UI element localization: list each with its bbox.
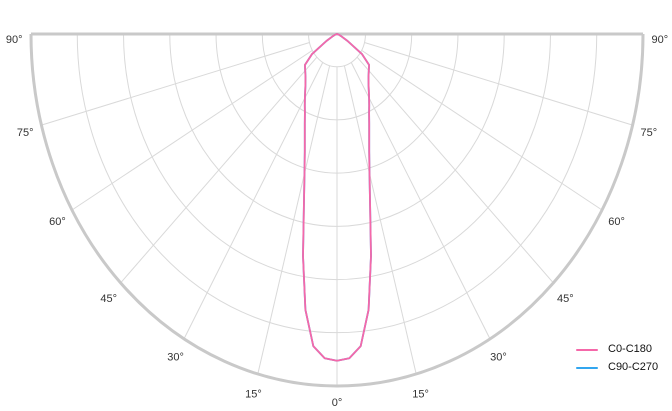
angle-tick-label: 30° [490,352,507,364]
angle-tick-label: 45° [557,293,574,305]
legend-label-c90-c270: C90-C270 [608,361,659,373]
grid-spoke [361,49,603,211]
legend-label-c0-c180: C0-C180 [608,343,653,355]
angle-tick-label: 15° [245,389,262,401]
grid-spoke [356,56,554,284]
angle-tick-label: 60° [608,216,625,228]
grid-spoke [183,62,324,340]
legend-item-c0-c180[interactable]: C0-C180 [576,343,658,356]
grid-spoke [71,49,313,211]
angle-tick-label: 60° [49,216,66,228]
angle-tick-label: 30° [167,352,184,364]
angle-tick-label: 90° [651,34,668,46]
grid-spoke [350,62,491,340]
angle-tick-label: 45° [100,293,117,305]
grid-spoke [257,65,331,375]
legend: C0-C180 C90-C270 [576,343,658,374]
chart-outline-arc [29,33,645,388]
angle-tick-label: 0° [332,397,343,409]
angle-tick-label: 75° [640,127,657,139]
series-curve-c0-c180 [302,33,372,362]
legend-item-c90-c270[interactable]: C90-C270 [576,361,658,374]
angle-tick-label: 90° [6,34,23,46]
grid-spoke [364,41,633,126]
c0-c180-line-swatch-icon [576,348,598,351]
grid-spoke [120,56,318,284]
angle-tick-label: 75° [17,127,34,139]
c90-c270-line-swatch-icon [576,366,598,369]
grid-spoke [343,65,417,375]
angle-tick-label: 15° [412,389,429,401]
grid-spoke [41,41,310,126]
